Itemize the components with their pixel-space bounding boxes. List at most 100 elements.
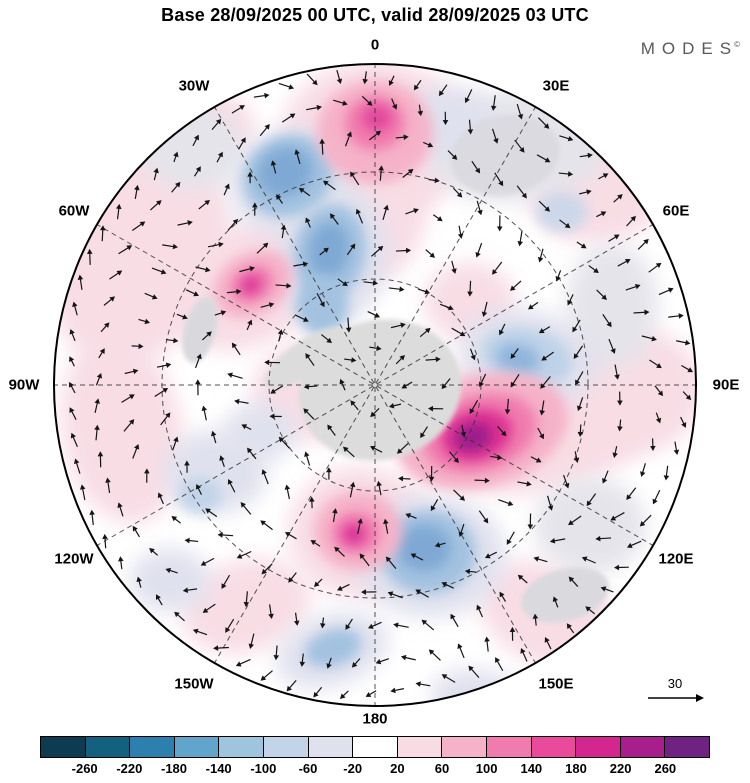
wind-vector <box>388 286 405 292</box>
wind-vector <box>478 373 487 388</box>
wind-vector <box>355 208 364 224</box>
wind-vector <box>367 621 382 629</box>
wind-vector <box>70 432 78 447</box>
wind-vector <box>115 203 122 220</box>
wind-vector <box>418 288 431 295</box>
wind-vector <box>428 649 441 661</box>
colorbar-tick-label: 20 <box>390 761 405 776</box>
wind-vector <box>69 328 76 342</box>
wind-vector <box>581 556 596 564</box>
wind-vector <box>476 604 484 618</box>
wind-vector <box>160 412 171 426</box>
wind-vector <box>600 586 614 593</box>
wind-vector <box>401 381 413 389</box>
wind-vector <box>326 657 332 669</box>
wind-vector <box>176 313 188 320</box>
wind-vector <box>105 477 111 494</box>
wind-vector <box>264 359 281 366</box>
wind-vector <box>227 218 239 231</box>
wind-vector <box>327 424 336 436</box>
wind-vector <box>132 525 141 538</box>
wind-vector <box>573 451 580 463</box>
wind-vector <box>566 623 575 634</box>
wind-vector <box>471 160 481 174</box>
lon-label-60e: 60E <box>662 202 690 220</box>
wind-vector <box>293 261 309 268</box>
wind-vector <box>226 288 242 295</box>
wind-vector <box>155 594 163 606</box>
wind-vector <box>506 531 515 545</box>
wind-vector <box>138 318 151 325</box>
wind-vector <box>413 79 422 91</box>
colorbar-ticks: -260 -220 -180 -140 -100 -60 -20 20 60 100 140 180 2… <box>40 761 710 779</box>
lon-label-150e: 150E <box>538 675 574 693</box>
wind-vector <box>562 474 570 489</box>
wind-vector <box>260 520 273 531</box>
colorbar-tick-label: 100 <box>475 761 498 776</box>
wind-vector <box>304 451 311 466</box>
wind-vector <box>339 378 346 391</box>
wind-vector <box>517 574 528 584</box>
wind-vector <box>211 118 222 131</box>
wind-vector <box>614 364 620 380</box>
wind-vectors <box>68 69 694 699</box>
wind-vector <box>256 242 269 254</box>
wind-vector <box>504 398 511 415</box>
wind-vector <box>305 353 315 366</box>
wind-vector <box>306 73 318 86</box>
wind-vector <box>544 637 552 650</box>
wind-vector <box>134 184 140 200</box>
wind-vector <box>94 424 100 441</box>
wind-vector <box>453 489 465 501</box>
wind-vector <box>349 481 356 498</box>
wind-vector <box>184 537 199 544</box>
wind-vector <box>537 248 544 263</box>
anomaly-blob <box>308 222 350 278</box>
wind-vector <box>227 479 236 493</box>
wind-vector <box>171 181 181 193</box>
wind-vector <box>422 141 434 148</box>
wind-vector <box>337 583 350 591</box>
wind-vector <box>69 407 77 420</box>
wind-vector <box>261 563 273 575</box>
wind-vector <box>275 282 292 289</box>
wind-vector <box>475 242 483 258</box>
wind-vector <box>451 327 466 337</box>
anomaly-blob <box>178 477 222 513</box>
wind-vector <box>555 270 562 282</box>
wind-vector <box>162 243 178 250</box>
wind-vector <box>387 591 403 599</box>
wind-vector <box>540 376 551 389</box>
wind-vector <box>579 189 592 195</box>
wind-vector <box>342 446 355 458</box>
wind-vector <box>495 657 504 672</box>
wind-vector <box>626 215 636 227</box>
wind-vector <box>383 518 389 534</box>
wind-vector <box>595 535 612 542</box>
wind-vector <box>154 387 169 397</box>
wind-vector <box>497 426 507 437</box>
wind-vector <box>306 104 322 111</box>
wind-vector <box>577 424 584 437</box>
latitude-circle <box>161 171 589 599</box>
wind-vector <box>649 359 662 369</box>
wind-vector <box>346 243 356 256</box>
wind-vector <box>332 508 338 523</box>
wind-vector <box>132 443 140 459</box>
wind-vector <box>596 211 607 218</box>
wind-vector <box>608 338 616 354</box>
wind-vector <box>637 238 649 250</box>
colorbar-cell <box>442 737 487 757</box>
wind-vector <box>248 633 255 649</box>
lon-label-60w: 60W <box>58 202 90 220</box>
wind-vector <box>123 419 135 432</box>
wind-vector <box>499 591 507 602</box>
wind-vector <box>192 134 199 147</box>
wind-vector <box>467 119 474 135</box>
anomaly-blob <box>182 296 218 364</box>
wind-vector <box>596 289 607 300</box>
colorbar-cell <box>576 737 621 757</box>
wind-vector <box>541 351 554 361</box>
wind-vector <box>350 171 360 186</box>
